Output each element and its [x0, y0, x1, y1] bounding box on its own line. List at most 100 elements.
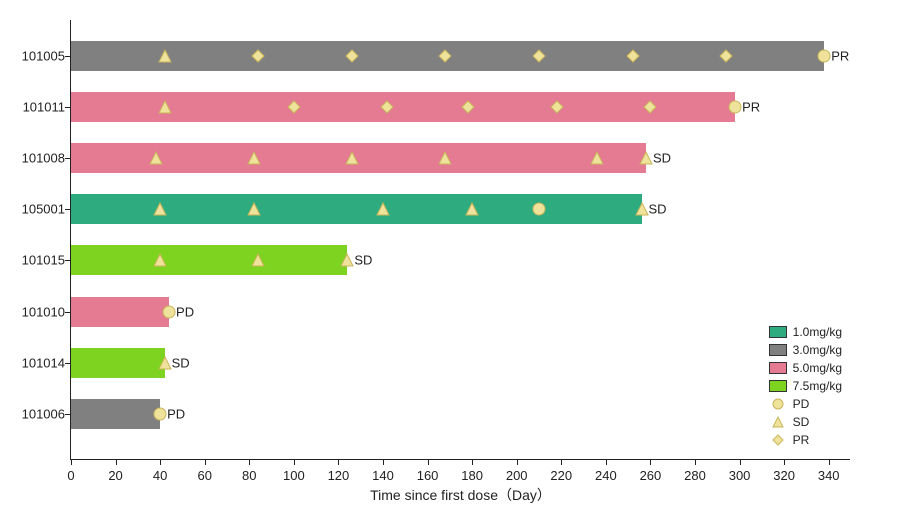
x-tick [517, 459, 518, 465]
circle-marker [728, 100, 742, 114]
triangle-marker [635, 202, 649, 216]
x-tick [294, 459, 295, 465]
circle-icon [769, 397, 787, 411]
legend-swatch [769, 326, 787, 338]
triangle-marker [345, 151, 359, 165]
diamond-marker [438, 49, 452, 63]
diamond-marker [251, 49, 265, 63]
legend-marker-item: SD [769, 413, 842, 431]
x-tick [383, 459, 384, 465]
x-tick-label: 240 [595, 468, 617, 483]
circle-marker [532, 202, 546, 216]
y-tick-label: 101006 [5, 406, 65, 421]
x-tick-label: 300 [729, 468, 751, 483]
legend-marker-item: PD [769, 395, 842, 413]
x-tick [695, 459, 696, 465]
x-tick [71, 459, 72, 465]
x-tick-label: 200 [506, 468, 528, 483]
legend-label: SD [793, 415, 810, 429]
x-tick [338, 459, 339, 465]
bar-end-label: PR [831, 48, 849, 63]
diamond-marker [345, 49, 359, 63]
diamond-marker [532, 49, 546, 63]
x-tick [561, 459, 562, 465]
bar-end-label: PR [742, 99, 760, 114]
diamond-marker [719, 49, 733, 63]
x-tick-label: 60 [197, 468, 211, 483]
triangle-marker [158, 356, 172, 370]
diamond-marker [626, 49, 640, 63]
swimmer-bar [71, 297, 169, 327]
x-tick-label: 180 [461, 468, 483, 483]
bar-end-label: PD [167, 406, 185, 421]
triangle-marker [158, 100, 172, 114]
bar-end-label: SD [172, 355, 190, 370]
x-tick [160, 459, 161, 465]
x-tick-label: 160 [417, 468, 439, 483]
legend-swatch [769, 362, 787, 374]
x-tick-label: 20 [108, 468, 122, 483]
swimmer-plot: Time since first dose（Day） 1.0mg/kg3.0mg… [70, 20, 850, 460]
x-tick-label: 100 [283, 468, 305, 483]
triangle-icon [769, 415, 787, 429]
legend-marker-item: PR [769, 431, 842, 449]
swimmer-bar [71, 399, 160, 429]
x-tick [116, 459, 117, 465]
triangle-marker [149, 151, 163, 165]
x-axis-label: Time since first dose（Day） [370, 485, 551, 505]
circle-marker [162, 305, 176, 319]
y-tick-label: 101010 [5, 304, 65, 319]
y-tick-label: 101015 [5, 253, 65, 268]
bar-end-label: SD [649, 202, 667, 217]
diamond-marker [461, 100, 475, 114]
x-tick [205, 459, 206, 465]
diamond-marker [380, 100, 394, 114]
x-tick-label: 80 [242, 468, 256, 483]
triangle-marker [153, 253, 167, 267]
diamond-marker [287, 100, 301, 114]
y-tick-label: 101011 [5, 99, 65, 114]
y-tick-label: 101008 [5, 151, 65, 166]
x-tick [606, 459, 607, 465]
triangle-marker [639, 151, 653, 165]
legend-label: 5.0mg/kg [793, 361, 842, 375]
legend-label: 3.0mg/kg [793, 343, 842, 357]
legend: 1.0mg/kg 3.0mg/kg 5.0mg/kg 7.5mg/kg PD SD PR [769, 323, 842, 449]
x-tick-label: 120 [328, 468, 350, 483]
bar-end-label: SD [354, 253, 372, 268]
diamond-icon [769, 433, 787, 447]
x-tick [472, 459, 473, 465]
legend-dose-item: 1.0mg/kg [769, 323, 842, 341]
x-tick-label: 340 [818, 468, 840, 483]
x-tick-label: 40 [153, 468, 167, 483]
x-tick-label: 320 [773, 468, 795, 483]
triangle-marker [158, 49, 172, 63]
x-tick [650, 459, 651, 465]
legend-label: PD [793, 397, 810, 411]
legend-dose-item: 7.5mg/kg [769, 377, 842, 395]
triangle-marker [465, 202, 479, 216]
y-tick-label: 105001 [5, 202, 65, 217]
legend-dose-item: 5.0mg/kg [769, 359, 842, 377]
circle-marker [153, 407, 167, 421]
legend-label: 1.0mg/kg [793, 325, 842, 339]
x-tick [740, 459, 741, 465]
legend-dose-item: 3.0mg/kg [769, 341, 842, 359]
y-tick-label: 101005 [5, 48, 65, 63]
x-tick-label: 220 [550, 468, 572, 483]
legend-label: PR [793, 433, 810, 447]
y-tick-label: 101014 [5, 355, 65, 370]
triangle-marker [438, 151, 452, 165]
diamond-marker [550, 100, 564, 114]
x-tick-label: 280 [684, 468, 706, 483]
swimmer-bar [71, 245, 347, 275]
triangle-marker [153, 202, 167, 216]
triangle-marker [247, 151, 261, 165]
circle-marker [817, 49, 831, 63]
x-tick-label: 260 [640, 468, 662, 483]
triangle-marker [251, 253, 265, 267]
x-tick [428, 459, 429, 465]
x-tick-label: 0 [67, 468, 74, 483]
triangle-marker [247, 202, 261, 216]
triangle-marker [376, 202, 390, 216]
